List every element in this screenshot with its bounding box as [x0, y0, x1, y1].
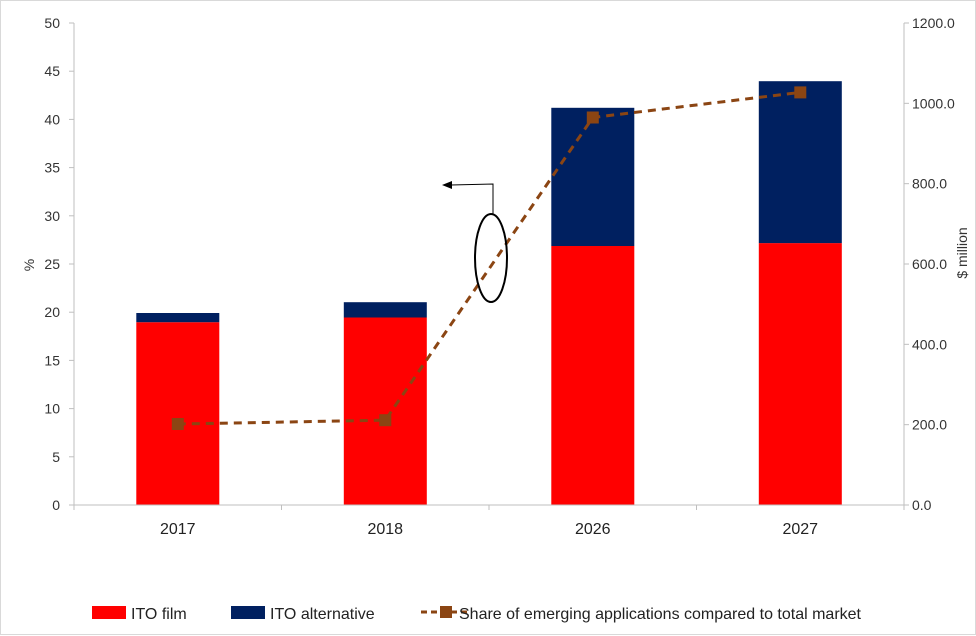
bar-ito-alternative-2018: [343, 302, 427, 318]
share-marker-2017: [171, 418, 184, 430]
share-line: [177, 90, 801, 426]
share-marker-2026: [586, 111, 599, 124]
right-tick-label: 1200.0: [912, 15, 955, 31]
left-tick-label: 5: [52, 449, 60, 465]
share-marker-2018: [379, 414, 392, 427]
legend-swatch-share-marker: [440, 606, 452, 618]
left-tick-label: 50: [44, 15, 60, 31]
left-tick-label: 15: [44, 352, 60, 368]
legend-swatch-ito-alternative: [231, 606, 265, 619]
legend-label-ito-film: ITO film: [131, 606, 187, 623]
right-y-axis-title: $ million: [954, 227, 970, 278]
right-tick-label: 200.0: [912, 417, 947, 433]
bar-ito-film-2027: [758, 243, 842, 505]
bars-layer: [136, 81, 842, 505]
left-tick-label: 20: [44, 304, 60, 320]
legend-swatch-ito-film: [92, 606, 126, 619]
legend-label-ito-alternative: ITO alternative: [270, 606, 375, 623]
bar-ito-alternative-2017: [136, 313, 220, 323]
left-tick-label: 30: [44, 208, 60, 224]
right-tick-label: 600.0: [912, 256, 947, 272]
legend-label-share: Share of emerging applications compared …: [459, 606, 862, 623]
left-tick-label: 40: [44, 111, 60, 127]
left-tick-label: 25: [44, 256, 60, 272]
right-tick-label: 800.0: [912, 176, 947, 192]
share-marker-2027: [794, 86, 807, 99]
bar-ito-film-2018: [343, 317, 427, 505]
bar-ito-alternative-2026: [551, 107, 635, 246]
bar-ito-alternative-2027: [758, 81, 842, 244]
bar-ito-film-2017: [136, 322, 220, 505]
legend: ITO film ITO alternative Share of emergi…: [92, 606, 862, 623]
right-tick-label: 0.0: [912, 497, 932, 513]
x-tick-label-2026: 2026: [575, 521, 611, 538]
left-tick-label: 35: [44, 160, 60, 176]
annotation-arrow-line: [450, 183, 494, 214]
x-tick-label-2017: 2017: [160, 521, 196, 538]
ticks-layer: 0 5 10 15 20 25 30 35 40 45 50 0.0 200.0 400.0 600.0 80…: [44, 15, 955, 538]
line-layer: [171, 86, 807, 430]
left-tick-label: 45: [44, 63, 60, 79]
right-tick-label: 400.0: [912, 336, 947, 352]
right-tick-label: 1000.0: [912, 95, 955, 111]
annotation-arrow-head: [442, 181, 452, 189]
x-tick-label-2018: 2018: [367, 521, 403, 538]
bar-ito-film-2026: [551, 245, 635, 505]
left-y-axis-title: %: [21, 259, 37, 271]
x-tick-label-2027: 2027: [782, 521, 818, 538]
left-tick-label: 0: [52, 497, 60, 513]
left-tick-label: 10: [44, 401, 60, 417]
annotation-ellipse: [474, 213, 508, 303]
annotation-callout: [442, 181, 508, 303]
